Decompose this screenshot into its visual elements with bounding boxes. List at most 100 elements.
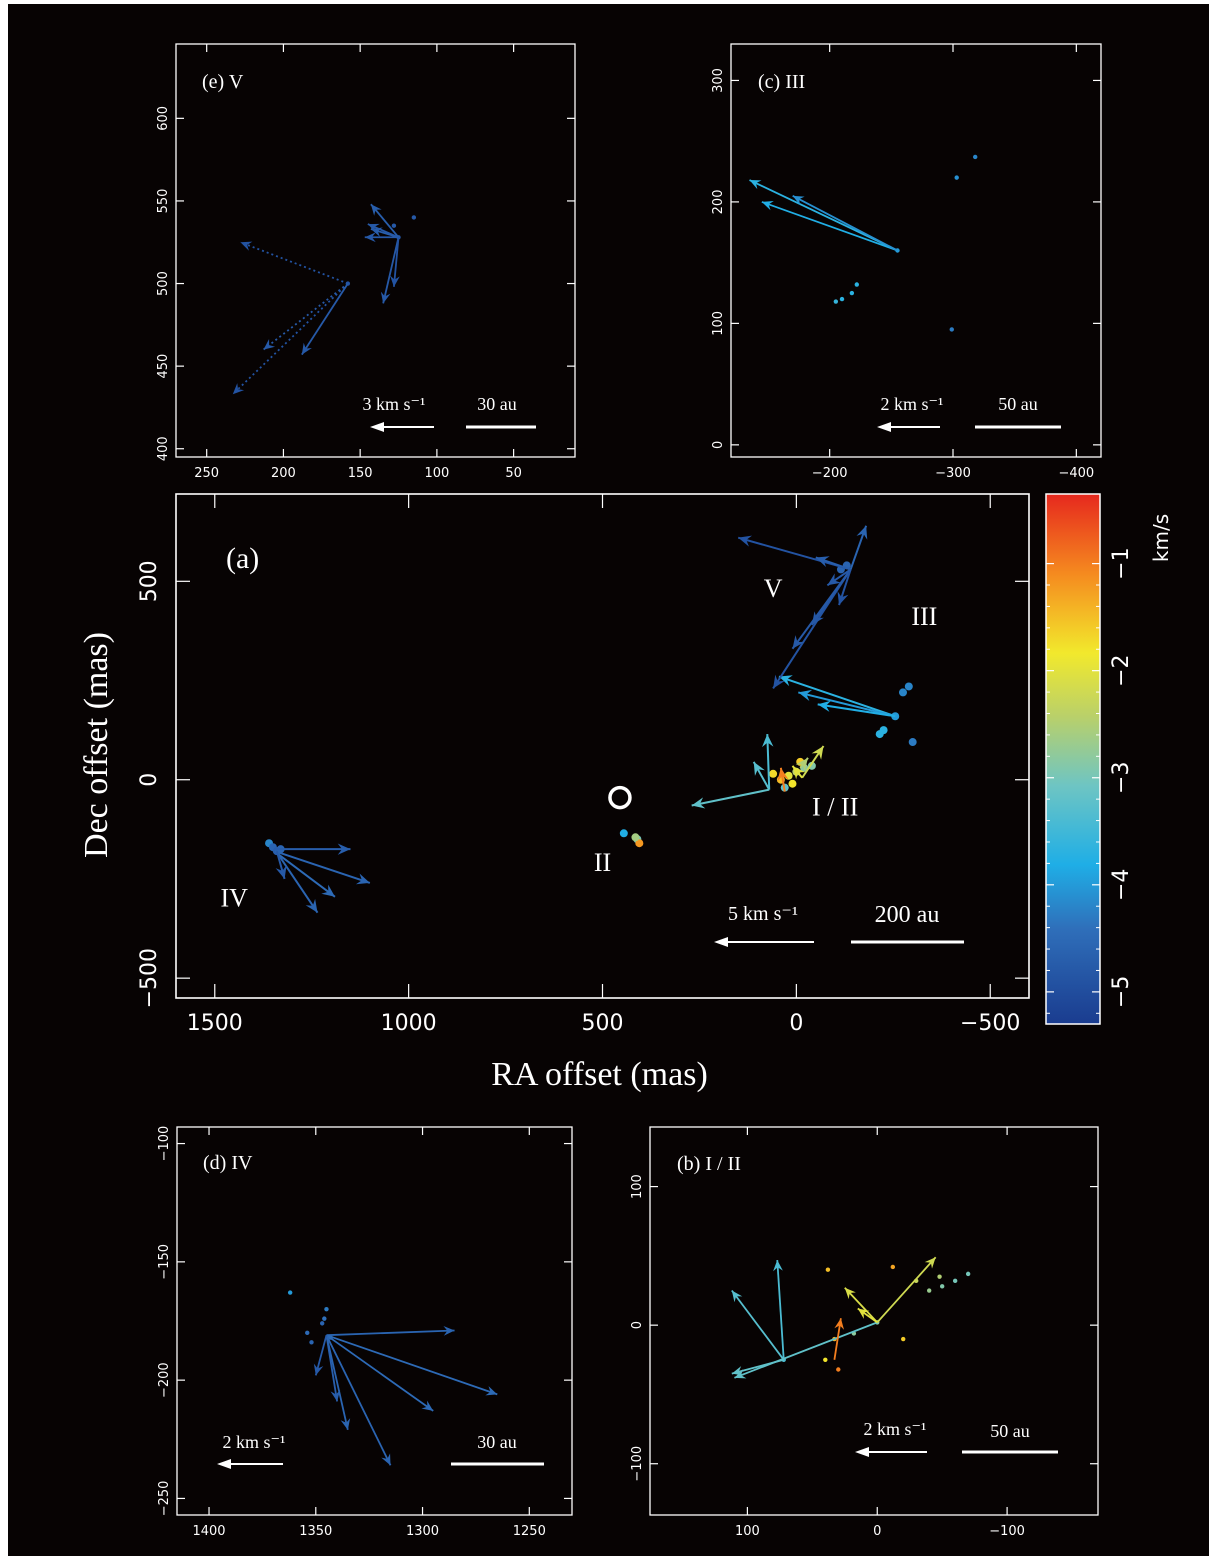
- proper-motion-vector: [326, 1334, 498, 1396]
- colorbar: −1 −2 −3 −4 −5 km/s: [1045, 493, 1173, 1025]
- vector-arrowhead: [762, 734, 774, 748]
- proper-motion-vector: [778, 675, 896, 718]
- vector-arrowhead: [798, 689, 813, 702]
- vector-arrowhead: [778, 675, 793, 687]
- y-tick-label: −100: [157, 1126, 172, 1162]
- proper-motion-vector: [766, 734, 771, 790]
- proper-motion-vector: [382, 237, 400, 304]
- y-tick-label: 0: [630, 1321, 645, 1329]
- x-tick-label: 250: [194, 466, 219, 481]
- x-tick-label: −300: [935, 466, 971, 481]
- proper-motion-vector: [817, 703, 896, 718]
- vector-arrowhead: [777, 767, 789, 782]
- y-axis-label: Dec offset (mas): [78, 632, 115, 858]
- vector-arrowhead: [731, 1290, 743, 1303]
- panel-d-title: (d) IV: [203, 1152, 253, 1174]
- proper-motion-vector: [262, 282, 349, 351]
- y-tick-label: −500: [137, 948, 162, 1008]
- panel-a: 1500 1000 500 0 −500 500 0 −500 (a) 5 km s⁻¹ 200 a…: [78, 493, 1030, 1093]
- y-tick-label: 500: [137, 560, 162, 602]
- vector-arrowhead: [815, 556, 830, 568]
- length-scale-label: 30 au: [477, 1432, 517, 1452]
- vector-arrowhead: [367, 223, 380, 233]
- colorbar-gradient: [1045, 493, 1101, 1025]
- vector-arrowhead: [321, 884, 335, 897]
- x-tick-label: 100: [424, 466, 449, 481]
- vector-arrowhead: [924, 1257, 936, 1269]
- length-scale-label: 30 au: [477, 394, 517, 414]
- maser-spot: [287, 1290, 293, 1295]
- maser-spot: [965, 1271, 971, 1277]
- vector-arrowhead: [811, 746, 824, 760]
- maser-spot: [305, 1330, 310, 1336]
- vector-arrowhead: [731, 1366, 744, 1376]
- x-tick-label: −500: [960, 1011, 1020, 1036]
- maser-spot: [322, 1316, 327, 1321]
- maser-spot: [833, 299, 839, 304]
- velocity-scale-label: 3 km s⁻¹: [363, 394, 426, 414]
- y-tick-label: 100: [711, 311, 726, 336]
- x-tick-label: 100: [735, 1524, 760, 1539]
- panel-b-frame: [649, 1126, 1099, 1516]
- maser-spot: [901, 1336, 906, 1342]
- vector-arrowhead: [421, 1400, 434, 1411]
- panel-e-frame: [175, 43, 576, 458]
- y-tick-label: 400: [156, 436, 171, 461]
- x-tick-label: 0: [789, 1011, 803, 1036]
- x-tick-label: 1000: [381, 1011, 437, 1036]
- x-tick-label: 1500: [187, 1011, 243, 1036]
- maser-spot: [973, 154, 978, 160]
- panel-e-title: (e) V: [202, 71, 244, 93]
- panel-b: 100 0 −100 100 0 −100 (b) I / II 2 km s⁻¹ 50 au: [630, 1126, 1099, 1539]
- y-tick-label: −100: [630, 1446, 645, 1482]
- maser-spot: [309, 1340, 314, 1345]
- maser-spot: [635, 839, 644, 848]
- length-scale-label: 50 au: [998, 394, 1038, 414]
- vector-arrowhead: [792, 765, 805, 780]
- x-tick-label: −200: [812, 466, 848, 481]
- colorbar-tick-label: −3: [1109, 762, 1134, 794]
- maser-spot: [879, 726, 888, 735]
- x-tick-label: −400: [1058, 466, 1094, 481]
- vector-arrowhead: [301, 342, 312, 355]
- maser-spot: [788, 779, 797, 788]
- vector-arrowhead: [275, 865, 287, 879]
- y-tick-label: −250: [157, 1481, 172, 1517]
- maser-spot: [908, 738, 917, 747]
- panel-b-title: (b) I / II: [677, 1153, 741, 1175]
- panel-a-title: (a): [226, 542, 259, 575]
- vector-arrowhead: [691, 797, 706, 809]
- x-tick-label: 50: [505, 466, 522, 481]
- maser-spot: [849, 290, 855, 296]
- group-label: II: [594, 848, 611, 877]
- vector-arrowhead: [232, 383, 245, 395]
- y-tick-label: 100: [630, 1174, 645, 1199]
- y-tick-label: −150: [157, 1244, 172, 1280]
- proper-motion-vector: [731, 1289, 785, 1361]
- velocity-scale-label: 2 km s⁻¹: [223, 1432, 286, 1452]
- colorbar-label: km/s: [1149, 514, 1173, 562]
- proper-motion-vector: [734, 1321, 878, 1379]
- maser-spot: [949, 327, 954, 332]
- vector-arrowhead: [811, 611, 824, 625]
- maser-spot: [619, 829, 628, 838]
- y-tick-label: 500: [156, 271, 171, 296]
- vector-arrowhead: [837, 591, 849, 606]
- vector-arrowhead: [305, 898, 318, 913]
- vector-arrowhead: [263, 339, 276, 350]
- panel-c-frame: [730, 43, 1102, 458]
- reference-position-circle: [608, 785, 632, 810]
- x-tick-label: 200: [271, 466, 296, 481]
- maser-spot: [952, 1278, 958, 1284]
- vector-arrowhead: [773, 674, 785, 689]
- maser-spot: [631, 833, 640, 842]
- maser-spot: [939, 1284, 945, 1289]
- proper-motion-vector: [792, 195, 898, 252]
- vector-arrowhead: [370, 204, 382, 216]
- panel-c-title: (c) III: [758, 71, 805, 93]
- y-tick-label: 300: [711, 68, 726, 93]
- y-tick-label: 0: [711, 441, 726, 449]
- y-tick-label: 200: [711, 189, 726, 214]
- y-tick-label: 0: [137, 773, 162, 787]
- velocity-scale-arrowhead: [714, 937, 728, 947]
